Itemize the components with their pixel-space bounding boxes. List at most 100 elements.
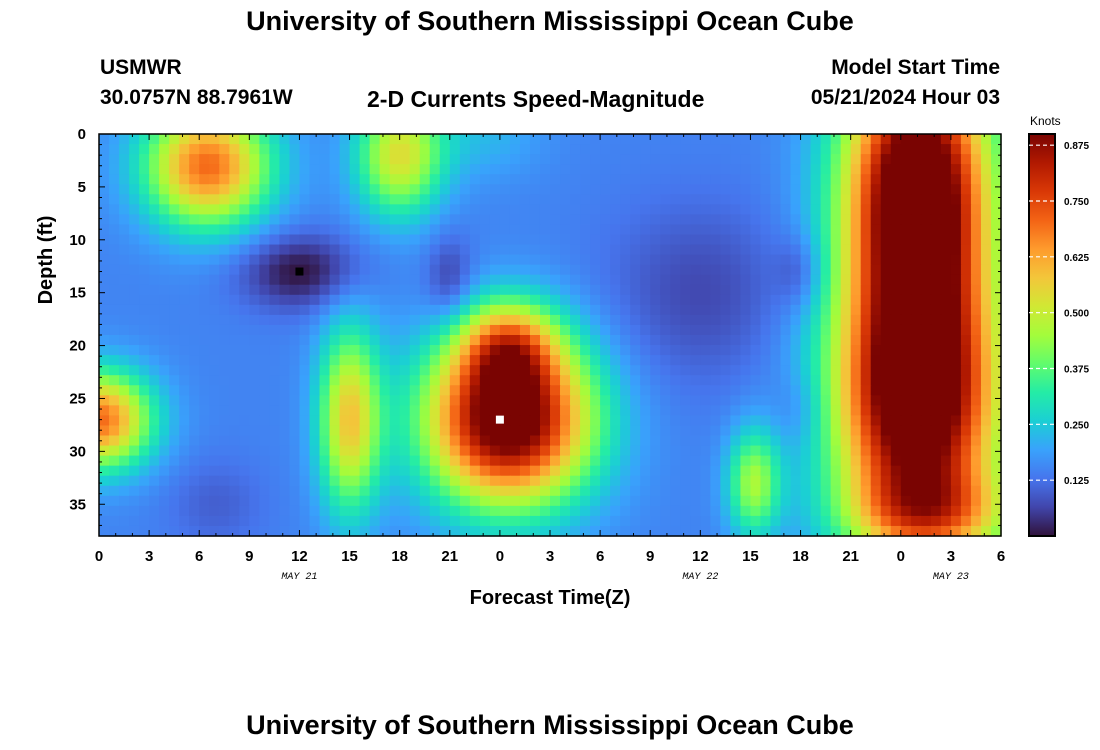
heatmap-cell [820,294,832,306]
heatmap-cell [800,314,812,326]
heatmap-cell [349,164,361,175]
heatmap-cell [750,405,762,416]
heatmap-cell [910,515,922,527]
heatmap-cell [930,365,942,376]
heatmap-cell [489,264,501,276]
heatmap-cell [129,324,140,336]
heatmap-cell [129,385,140,396]
heatmap-cell [149,254,160,266]
heatmap-cell [329,244,341,256]
heatmap-cell [159,274,170,286]
heatmap-cell [509,435,521,447]
heatmap-cell [99,495,110,507]
heatmap-cell [369,244,381,256]
heatmap-cell [930,264,942,276]
heatmap-cell [820,264,832,276]
heatmap-cell [229,194,240,205]
heatmap-cell [590,355,601,366]
heatmap-cell [159,415,170,427]
heatmap-cell [570,184,581,195]
heatmap-cell [840,244,852,256]
heatmap-cell [780,525,792,537]
heatmap-cell [129,194,140,205]
heatmap-cell [590,465,601,477]
heatmap-cell [389,154,401,165]
heatmap-cell [359,475,371,487]
heatmap-cell [940,314,952,326]
heatmap-cell [449,184,461,195]
heatmap-cell [159,335,170,346]
heatmap-cell [449,244,461,256]
heatmap-cell [429,154,441,165]
heatmap-cell [790,345,802,356]
heatmap-cell [820,425,832,437]
heatmap-cell [149,194,160,205]
heatmap-cell [149,475,160,487]
heatmap-cell [149,174,160,185]
heatmap-cell [409,324,421,336]
heatmap-cell [770,475,782,487]
heatmap-cell [600,495,611,507]
heatmap-cell [980,234,992,246]
heatmap-cell [469,335,481,346]
heatmap-cell [990,244,1002,256]
heatmap-cell [129,365,140,376]
heatmap-cell [600,214,611,226]
heatmap-cell [910,415,922,427]
heatmap-cell [750,204,762,215]
heatmap-cell [259,445,270,457]
heatmap-cell [499,335,511,346]
heatmap-cell [399,365,411,376]
heatmap-cell [600,204,611,215]
heatmap-cell [680,164,691,175]
heatmap-cell [179,355,190,366]
heatmap-cell [980,515,992,527]
heatmap-cell [910,274,922,286]
heatmap-cell [339,415,351,427]
heatmap-cell [509,204,521,215]
heatmap-cell [620,284,631,296]
heatmap-cell [790,294,802,306]
heatmap-cell [449,465,461,477]
heatmap-cell [469,385,481,396]
heatmap-cell [860,294,872,306]
heatmap-cell [950,375,962,386]
heatmap-cell [640,445,651,457]
heatmap-cell [570,154,581,165]
heatmap-cell [479,164,491,175]
heatmap-cell [910,314,922,326]
heatmap-cell [740,154,752,165]
heatmap-cell [479,304,491,316]
heatmap-cell [610,234,621,246]
heatmap-cell [139,304,150,316]
heatmap-cell [960,274,972,286]
heatmap-cell [800,204,812,215]
heatmap-cell [99,134,110,145]
heatmap-cell [189,395,200,406]
heatmap-cell [229,154,240,165]
heatmap-cell [930,224,942,236]
heatmap-cell [730,264,742,276]
heatmap-cell [499,495,511,507]
heatmap-cell [680,375,691,386]
heatmap-cell [790,134,802,145]
heatmap-cell [279,234,291,246]
heatmap-cell [169,314,180,326]
heatmap-cell [439,254,451,266]
heatmap-cell [189,385,200,396]
heatmap-cell [800,144,812,155]
heatmap-cell [109,254,120,266]
heatmap-cell [199,375,210,386]
heatmap-cell [449,214,461,226]
heatmap-cell [770,415,782,427]
heatmap-cell [730,345,742,356]
heatmap-cell [930,144,942,155]
heatmap-cell [159,234,170,246]
heatmap-cell [590,525,601,537]
heatmap-cell [660,455,671,467]
heatmap-cell [670,495,681,507]
heatmap-cell [950,335,962,346]
heatmap-cell [910,355,922,366]
heatmap-cell [409,214,421,226]
heatmap-cell [239,274,250,286]
